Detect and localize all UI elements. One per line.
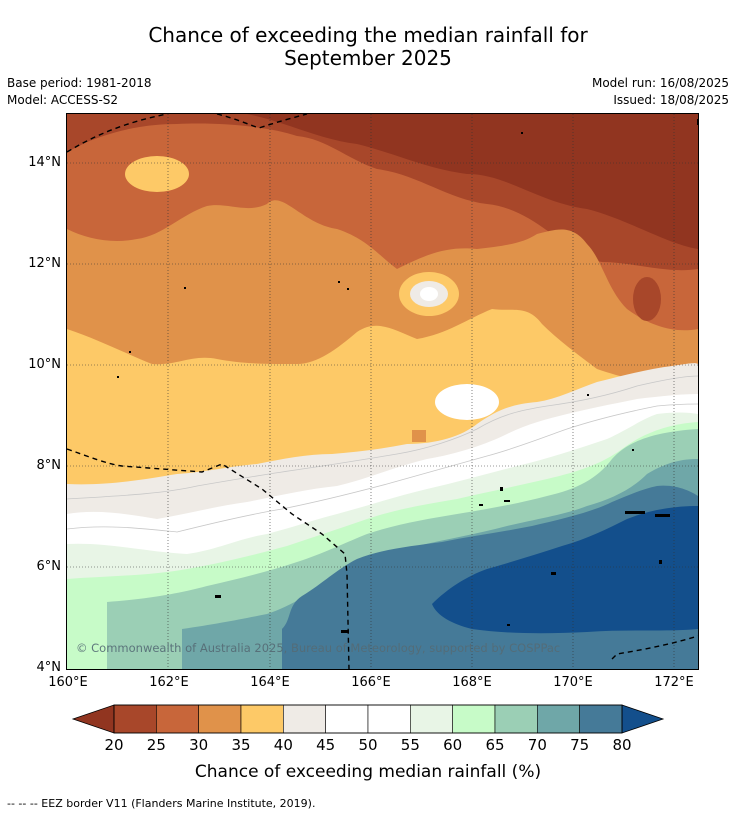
colorbar-tick-label: 35 bbox=[231, 736, 251, 754]
lon-label-172e: 172°E bbox=[654, 675, 694, 690]
colorbar-segment bbox=[198, 704, 242, 734]
issued-date: Issued: 18/08/2025 bbox=[613, 93, 729, 107]
colorbar-tick-label: 45 bbox=[316, 736, 336, 754]
colorbar-segment bbox=[537, 704, 580, 734]
colorbar-segment bbox=[367, 704, 411, 734]
lat-label-8n: 8°N bbox=[36, 458, 62, 473]
lon-label-162e: 162°E bbox=[149, 675, 189, 690]
colorbar-segments bbox=[113, 704, 623, 734]
cell-dark-east bbox=[633, 277, 661, 321]
map-border bbox=[66, 113, 699, 670]
colorbar-segment bbox=[410, 704, 453, 734]
colorbar-tick-label: 50 bbox=[358, 736, 378, 754]
rainfall-map-svg bbox=[67, 114, 698, 669]
colorbar-tick-label: 75 bbox=[570, 736, 590, 754]
contour-45 bbox=[67, 375, 698, 500]
colorbar-segment bbox=[156, 704, 199, 734]
model-name: Model: ACCESS-S2 bbox=[7, 93, 119, 107]
colorbar-segment bbox=[240, 704, 284, 734]
colorbar-tick-label: 20 bbox=[104, 736, 124, 754]
colorbar-segment bbox=[113, 704, 157, 734]
contour-50 bbox=[67, 403, 698, 533]
lon-label-164e: 164°E bbox=[250, 675, 290, 690]
colorbar-above-arrow bbox=[621, 704, 665, 734]
colorbar-below-arrow bbox=[71, 704, 115, 734]
colorbar-segment bbox=[579, 704, 623, 734]
colorbar-tick-label: 40 bbox=[273, 736, 293, 754]
colorbar-segment bbox=[494, 704, 538, 734]
colorbar-tick-label: 65 bbox=[485, 736, 505, 754]
lat-label-4n: 4°N bbox=[36, 660, 62, 675]
colorbar-segment bbox=[325, 704, 369, 734]
colorbar-title: Chance of exceeding median rainfall (%) bbox=[194, 762, 542, 782]
colorbar-outline bbox=[113, 704, 623, 734]
lon-label-160e: 160°E bbox=[48, 675, 88, 690]
cell-wet-pocket-167e-center bbox=[420, 287, 438, 301]
colorbar-tick-label: 30 bbox=[189, 736, 209, 754]
lat-label-12n: 12°N bbox=[28, 256, 61, 271]
eez-border-lines bbox=[67, 114, 698, 669]
model-run-date: Model run: 16/08/2025 bbox=[591, 76, 729, 90]
copyright-notice: © Commonwealth of Australia 2025, Bureau… bbox=[76, 641, 561, 655]
island-markers bbox=[117, 119, 698, 633]
rainfall-map[interactable] bbox=[67, 114, 698, 669]
title-line-1: Chance of exceeding the median rainfall … bbox=[148, 23, 588, 47]
colorbar bbox=[71, 704, 665, 734]
colorbar-tick-label: 60 bbox=[443, 736, 463, 754]
map-gridlines bbox=[67, 114, 698, 669]
cell-white-pocket-10n bbox=[435, 384, 499, 420]
colorbar-segment bbox=[283, 704, 326, 734]
lon-label-166e: 166°E bbox=[351, 675, 391, 690]
colorbar-tick-label: 80 bbox=[612, 736, 632, 754]
lon-label-168e: 168°E bbox=[452, 675, 492, 690]
cell-dry-pocket-nw bbox=[125, 156, 189, 192]
colorbar-tick-label: 70 bbox=[527, 736, 547, 754]
colorbar-tick-label: 25 bbox=[146, 736, 166, 754]
title-line-2: September 2025 bbox=[284, 46, 452, 70]
lon-label-170e: 170°E bbox=[553, 675, 593, 690]
colorbar-tick-label: 55 bbox=[400, 736, 420, 754]
lat-label-10n: 10°N bbox=[28, 357, 61, 372]
cell-small-square bbox=[412, 430, 426, 442]
lat-label-6n: 6°N bbox=[36, 559, 62, 574]
lat-label-14n: 14°N bbox=[28, 155, 61, 170]
eez-footnote: -- -- -- EEZ border V11 (Flanders Marine… bbox=[7, 797, 316, 810]
base-period: Base period: 1981-2018 bbox=[7, 76, 152, 90]
colorbar-segment bbox=[452, 704, 496, 734]
band-above-80 bbox=[432, 506, 698, 634]
